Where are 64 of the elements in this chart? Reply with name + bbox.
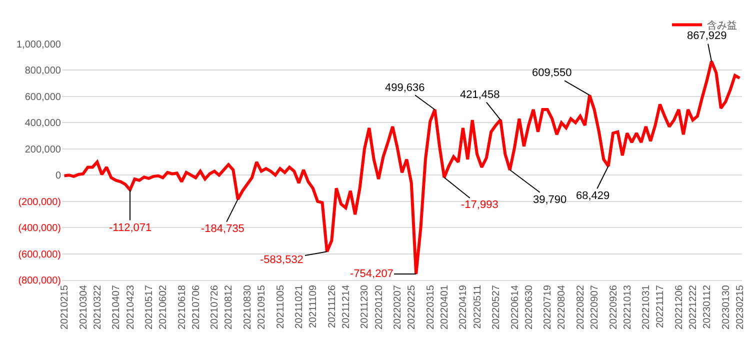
x-tick-label: 20210517 <box>144 284 156 330</box>
x-tick-label: 20220315 <box>425 284 436 330</box>
data-label: 499,636 <box>385 82 425 94</box>
x-tick-label: 20230130 <box>720 284 732 330</box>
x-tick-label: 20210618 <box>176 284 188 330</box>
x-tick-label: 20210407 <box>111 284 122 330</box>
x-tick-label: 20220926 <box>608 284 620 330</box>
y-tick-label: (800,000) <box>18 276 61 286</box>
x-tick-label: 20210726 <box>210 284 221 330</box>
x-tick-label: 20210830 <box>242 284 254 330</box>
y-tick-label: 1,000,000 <box>16 40 62 50</box>
x-tick-label: 20210602 <box>158 284 170 330</box>
x-tick-label: 20210706 <box>190 284 202 330</box>
data-label: -583,532 <box>260 254 304 266</box>
y-tick-label: 200,000 <box>24 144 62 156</box>
y-tick-label: 0 <box>55 170 62 182</box>
x-tick-label: 20210812 <box>224 284 235 330</box>
x-tick-label: 20210304 <box>78 284 90 330</box>
legend-label: 含み益 <box>707 20 737 32</box>
data-label: 68,429 <box>576 190 610 202</box>
data-label: 421,458 <box>460 89 500 101</box>
x-tick-label: 20211214 <box>340 284 352 329</box>
x-tick-label: 20220719 <box>542 284 554 330</box>
x-tick-label: 20211126 <box>326 284 338 328</box>
y-tick-label: (200,000) <box>18 196 61 208</box>
data-label: 609,550 <box>532 67 572 79</box>
y-tick-label: 800,000 <box>24 66 62 77</box>
x-tick-label: 20220511 <box>472 284 484 329</box>
x-tick-label: 20220822 <box>575 284 586 330</box>
y-tick-label: (600,000) <box>18 249 61 260</box>
x-tick-label: 20220630 <box>524 284 535 330</box>
x-tick-label: 20220804 <box>556 284 568 330</box>
x-tick-label: 20230215 <box>734 284 746 330</box>
x-tick-label: 20220225 <box>406 284 418 330</box>
x-tick-label: 20221222 <box>688 284 700 330</box>
x-tick-label: 20210423 <box>125 284 136 330</box>
x-tick-label: 20220614 <box>510 284 521 330</box>
data-label: 39,790 <box>533 194 567 206</box>
data-label: -112,071 <box>109 222 152 234</box>
x-tick-label: 20220527 <box>491 284 502 330</box>
data-label: -754,207 <box>350 268 394 280</box>
x-tick-label: 20211109 <box>308 284 320 328</box>
data-label: -184,735 <box>201 223 244 235</box>
x-tick-label: 20211230 <box>360 284 371 329</box>
x-tick-label: 20210322 <box>92 284 104 330</box>
x-tick-label: 20220907 <box>590 284 601 330</box>
x-tick-label: 20220120 <box>374 284 385 330</box>
x-tick-label: 20221117 <box>655 284 666 328</box>
x-tick-label: 20210915 <box>256 284 268 330</box>
data-label: 867,929 <box>687 30 727 42</box>
x-tick-label: 20211021 <box>294 284 306 329</box>
x-tick-label: 20221206 <box>674 284 685 330</box>
x-tick-label: 20221031 <box>641 284 652 330</box>
y-tick-label: (400,000) <box>18 223 61 234</box>
x-tick-label: 20210215 <box>60 284 71 330</box>
x-tick-label: 20220419 <box>458 284 470 330</box>
data-label: -17,993 <box>461 199 498 211</box>
y-tick-label: 600,000 <box>24 92 62 103</box>
x-tick-label: 20221013 <box>622 284 634 330</box>
x-tick-label: 20220401 <box>439 284 450 330</box>
x-tick-label: 20230112 <box>702 284 714 329</box>
x-tick-label: 20211005 <box>275 284 286 329</box>
y-tick-label: 400,000 <box>24 118 62 130</box>
x-tick-label: 20220207 <box>392 284 404 330</box>
